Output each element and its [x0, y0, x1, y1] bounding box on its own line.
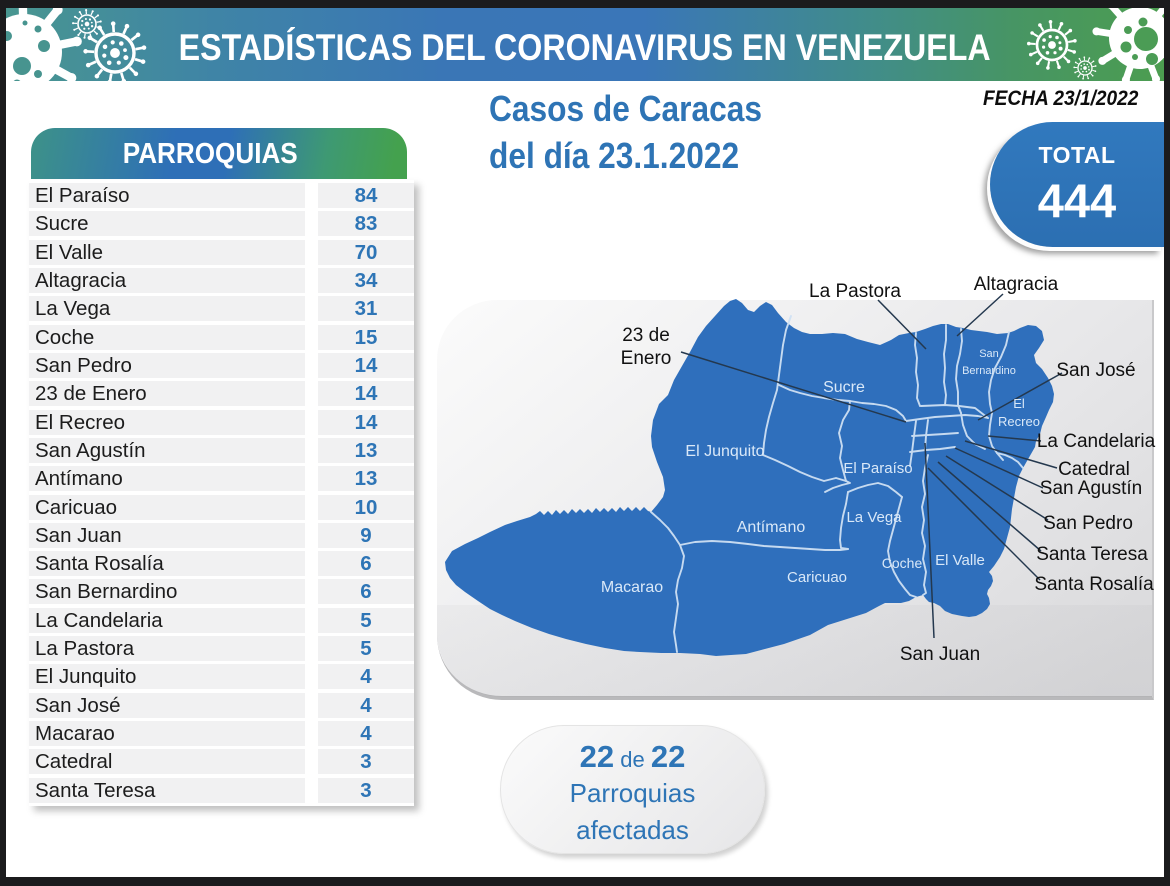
svg-text:El Paraíso: El Paraíso — [843, 460, 912, 477]
svg-text:Coche: Coche — [882, 555, 923, 571]
svg-text:La Vega: La Vega — [846, 509, 902, 526]
svg-text:San José: San José — [1056, 360, 1135, 381]
svg-text:Enero: Enero — [621, 348, 672, 369]
svg-text:San: San — [979, 348, 999, 360]
svg-text:Macarao: Macarao — [601, 579, 663, 596]
svg-text:El Valle: El Valle — [935, 552, 985, 569]
svg-text:Altagracia: Altagracia — [974, 274, 1059, 295]
svg-text:Sucre: Sucre — [823, 379, 865, 396]
svg-text:La Candelaria: La Candelaria — [1037, 431, 1156, 452]
svg-text:23 de: 23 de — [622, 325, 670, 346]
svg-text:Santa Teresa: Santa Teresa — [1036, 544, 1148, 565]
svg-text:San Pedro: San Pedro — [1043, 513, 1133, 534]
svg-text:San Agustín: San Agustín — [1040, 478, 1142, 499]
svg-text:Catedral: Catedral — [1058, 459, 1130, 480]
svg-text:Caricuao: Caricuao — [787, 569, 847, 586]
svg-text:El: El — [1013, 396, 1025, 411]
svg-text:Antímano: Antímano — [737, 519, 806, 536]
svg-text:San Juan: San Juan — [900, 644, 980, 665]
svg-text:Santa Rosalía: Santa Rosalía — [1034, 574, 1154, 595]
svg-text:El Junquito: El Junquito — [685, 443, 764, 460]
svg-text:Bernardino: Bernardino — [962, 365, 1016, 377]
svg-text:La Pastora: La Pastora — [809, 281, 901, 302]
svg-text:Recreo: Recreo — [998, 414, 1040, 429]
